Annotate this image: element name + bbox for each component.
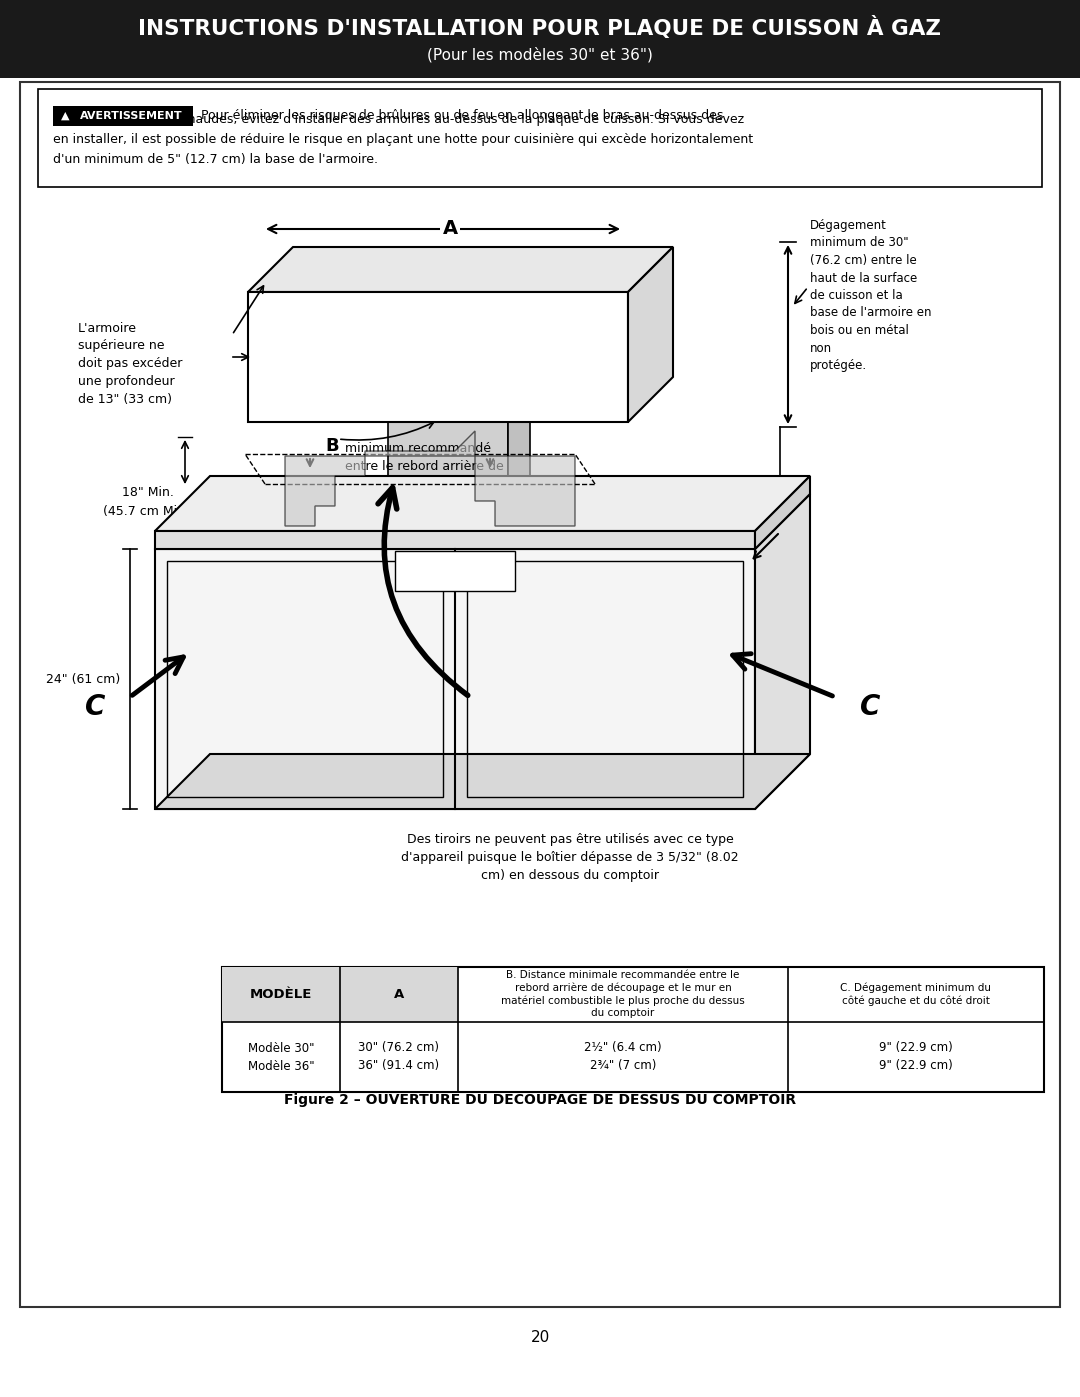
Polygon shape bbox=[627, 247, 673, 422]
Text: MODÈLE: MODÈLE bbox=[249, 988, 312, 1000]
Bar bbox=[222, 967, 1044, 1092]
Polygon shape bbox=[755, 495, 810, 809]
Text: AVERTISSEMENT: AVERTISSEMENT bbox=[80, 110, 183, 122]
Polygon shape bbox=[388, 422, 508, 511]
Text: A: A bbox=[394, 988, 404, 1000]
Bar bbox=[167, 562, 443, 798]
Text: B: B bbox=[325, 437, 339, 455]
Polygon shape bbox=[248, 292, 627, 422]
Polygon shape bbox=[508, 400, 530, 511]
Text: Dégagement
minimum de 30"
(76.2 cm) entre le
haut de la surface
de cuisson et la: Dégagement minimum de 30" (76.2 cm) entr… bbox=[810, 219, 931, 372]
Text: 20: 20 bbox=[530, 1330, 550, 1344]
Polygon shape bbox=[156, 549, 755, 809]
Text: Des tiroirs ne peuvent pas être utilisés avec ce type
d'appareil puisque le boît: Des tiroirs ne peuvent pas être utilisés… bbox=[401, 833, 739, 882]
Text: Dégagement: Dégagement bbox=[640, 521, 727, 534]
Text: Modèle 30"
Modèle 36": Modèle 30" Modèle 36" bbox=[247, 1042, 314, 1073]
Text: B. Distance minimale recommandée entre le
rebord arrière de découpage et le mur : B. Distance minimale recommandée entre l… bbox=[501, 970, 745, 1018]
Text: minimum recommandé
entre le rebord arrière de
découpage et le mur en
matériel co: minimum recommandé entre le rebord arriè… bbox=[345, 441, 523, 545]
Text: 24" (61 cm): 24" (61 cm) bbox=[45, 672, 120, 686]
Polygon shape bbox=[755, 476, 810, 549]
Bar bbox=[38, 89, 1042, 187]
Polygon shape bbox=[156, 476, 810, 531]
Text: C. Dégagement minimum du
côté gauche et du côté droit: C. Dégagement minimum du côté gauche et … bbox=[840, 982, 991, 1006]
Text: 9" (22.9 cm)
9" (22.9 cm): 9" (22.9 cm) 9" (22.9 cm) bbox=[879, 1042, 953, 1073]
Polygon shape bbox=[285, 432, 575, 527]
Polygon shape bbox=[156, 754, 810, 809]
Text: (Pour les modèles 30" et 36"): (Pour les modèles 30" et 36") bbox=[427, 47, 653, 63]
Text: en installer, il est possible de réduire le risque en plaçant une hotte pour cui: en installer, il est possible de réduire… bbox=[53, 133, 753, 145]
Text: surfaces de cuisson chaudes, évitez d'installer des armoires au-dessus de la pla: surfaces de cuisson chaudes, évitez d'in… bbox=[53, 113, 744, 126]
Bar bbox=[21, 82, 1059, 1308]
Bar bbox=[467, 562, 743, 798]
Polygon shape bbox=[395, 550, 515, 591]
Text: L'armoire
supérieure ne
doit pas excéder
une profondeur
de 13" (33 cm): L'armoire supérieure ne doit pas excéder… bbox=[78, 321, 183, 407]
Bar bbox=[222, 967, 458, 1023]
Text: d'un minimum de 5" (12.7 cm) la base de l'armoire.: d'un minimum de 5" (12.7 cm) la base de … bbox=[53, 152, 378, 165]
Text: ▲: ▲ bbox=[60, 110, 69, 122]
Bar bbox=[53, 106, 193, 126]
Text: C: C bbox=[85, 693, 105, 721]
Text: Figure 2 – OUVERTURE DU DÉCOUPAGE DE DESSUS DU COMPTOIR: Figure 2 – OUVERTURE DU DÉCOUPAGE DE DES… bbox=[284, 1091, 796, 1106]
Text: 2½" (6.4 cm)
2¾" (7 cm): 2½" (6.4 cm) 2¾" (7 cm) bbox=[584, 1042, 662, 1073]
Polygon shape bbox=[248, 247, 673, 292]
Text: INSTRUCTIONS D'INSTALLATION POUR PLAQUE DE CUISSON À GAZ: INSTRUCTIONS D'INSTALLATION POUR PLAQUE … bbox=[138, 15, 942, 39]
Text: 30" (76.2 cm)
36" (91.4 cm): 30" (76.2 cm) 36" (91.4 cm) bbox=[359, 1042, 440, 1073]
Text: A: A bbox=[443, 219, 458, 239]
Text: Pour éliminer les risques de brûlures ou de feu en allongeant le bras au-dessus : Pour éliminer les risques de brûlures ou… bbox=[201, 109, 724, 123]
Polygon shape bbox=[156, 531, 755, 549]
Text: C: C bbox=[860, 693, 880, 721]
Bar bbox=[0, 0, 1080, 78]
Text: 18" Min.
(45.7 cm Min.): 18" Min. (45.7 cm Min.) bbox=[103, 486, 193, 517]
